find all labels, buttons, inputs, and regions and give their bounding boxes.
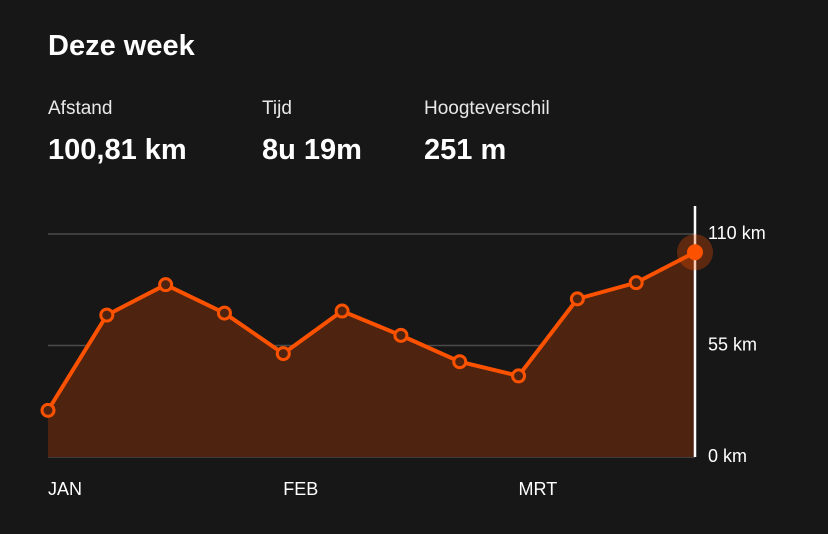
y-tick-label: 0 km — [708, 446, 747, 466]
title: Deze week — [48, 30, 195, 62]
stat: Afstand 100,81 km — [48, 98, 187, 167]
stat-label: Afstand — [48, 98, 113, 119]
point — [511, 368, 527, 384]
y-tick-label: 55 km — [708, 334, 757, 354]
point — [687, 244, 703, 261]
x-tick-label: MRT — [519, 479, 558, 499]
x-tick-label: FEB — [283, 479, 318, 499]
point — [628, 275, 644, 291]
stat-value: 251 m — [424, 134, 507, 166]
y-tick-label: 110 km — [708, 223, 766, 243]
area — [48, 252, 695, 457]
stat: Hoogteverschil 251 m — [424, 98, 550, 167]
point — [40, 402, 56, 418]
point — [99, 307, 115, 323]
point — [216, 305, 232, 321]
stat: Tijd 8u 19m — [262, 98, 362, 167]
point — [393, 327, 409, 343]
point — [452, 354, 468, 370]
point — [334, 303, 350, 319]
point — [158, 277, 174, 293]
point — [569, 291, 585, 307]
stat-value: 100,81 km — [48, 134, 187, 166]
stat-label: Tijd — [262, 98, 292, 119]
line — [46, 250, 696, 412]
stat-value: 8u 19m — [262, 134, 362, 166]
point — [275, 346, 291, 362]
stat-label: Hoogteverschil — [424, 98, 550, 119]
x-tick-label: JAN — [48, 479, 82, 499]
